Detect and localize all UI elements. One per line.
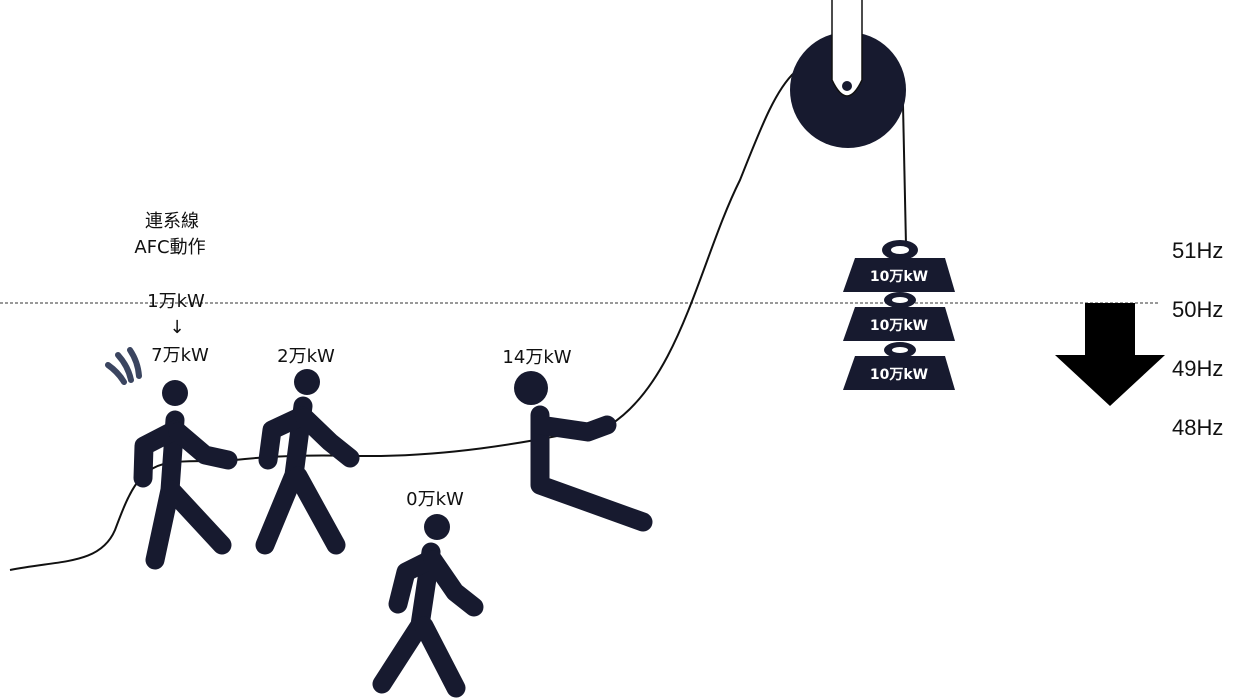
person [255,369,360,555]
person [372,514,484,698]
person-label: 0万kW [406,489,464,510]
person-label: 1万kW [147,291,205,312]
frequency-label: 50Hz [1172,297,1223,322]
rope [902,104,907,246]
person-label: 2万kW [277,346,335,367]
frequency-label: 49Hz [1172,356,1223,381]
down-arrow [1055,303,1165,406]
person-label: 7万kW [151,345,209,366]
frequency-label: 51Hz [1172,238,1223,263]
person [133,380,238,570]
frequency-label: 48Hz [1172,415,1223,440]
afc-label: AFC動作 [134,237,205,258]
weight-label: 10万kW [870,269,928,285]
person-label: 14万kW [502,347,571,368]
weight-label: 10万kW [870,367,928,383]
sweat-marks [105,347,142,385]
afc-label: 連系線 [145,211,199,232]
weight-label: 10万kW [870,318,928,334]
weights [843,240,955,390]
person-arrow: ↓ [169,317,184,338]
pulley-hook [831,0,863,97]
person [514,371,653,532]
pulley-pin [842,81,852,91]
rope [9,71,796,571]
